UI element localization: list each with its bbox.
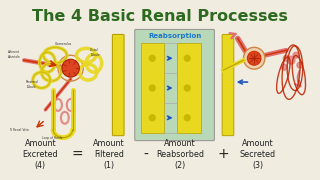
Circle shape [149,55,155,61]
Circle shape [149,115,155,121]
Circle shape [184,85,190,91]
Text: +: + [218,147,229,161]
Text: Loop of Henle: Loop of Henle [42,136,62,140]
Ellipse shape [62,59,79,77]
Text: Amount
Filtered
(1): Amount Filtered (1) [93,139,124,170]
Circle shape [149,85,155,91]
Ellipse shape [244,47,265,69]
Circle shape [184,55,190,61]
FancyBboxPatch shape [112,34,124,136]
Text: Proximal
Tubule: Proximal Tubule [26,80,39,89]
Text: Amount
Excreted
(4): Amount Excreted (4) [22,139,58,170]
Circle shape [281,64,287,70]
FancyBboxPatch shape [222,34,234,136]
Text: Glomerulus: Glomerulus [55,42,72,46]
Circle shape [283,55,289,61]
Circle shape [293,52,299,58]
Text: Amount
Reabsorbed
(2): Amount Reabsorbed (2) [156,139,204,170]
Circle shape [297,62,303,68]
Text: To Renal Vein: To Renal Vein [10,128,29,132]
FancyBboxPatch shape [135,30,214,141]
FancyBboxPatch shape [178,43,201,133]
Text: The 4 Basic Renal Processes: The 4 Basic Renal Processes [32,9,288,24]
Circle shape [287,56,295,64]
Text: Amount
Secreted
(3): Amount Secreted (3) [240,139,276,170]
Text: =: = [72,147,84,161]
Text: Distal
Tubule: Distal Tubule [90,48,100,57]
Text: -: - [144,147,148,161]
Text: Reabsorption: Reabsorption [148,33,201,39]
FancyBboxPatch shape [140,43,164,133]
Text: Afferent
Arteriole: Afferent Arteriole [8,50,20,59]
Ellipse shape [247,51,261,65]
Circle shape [184,115,190,121]
